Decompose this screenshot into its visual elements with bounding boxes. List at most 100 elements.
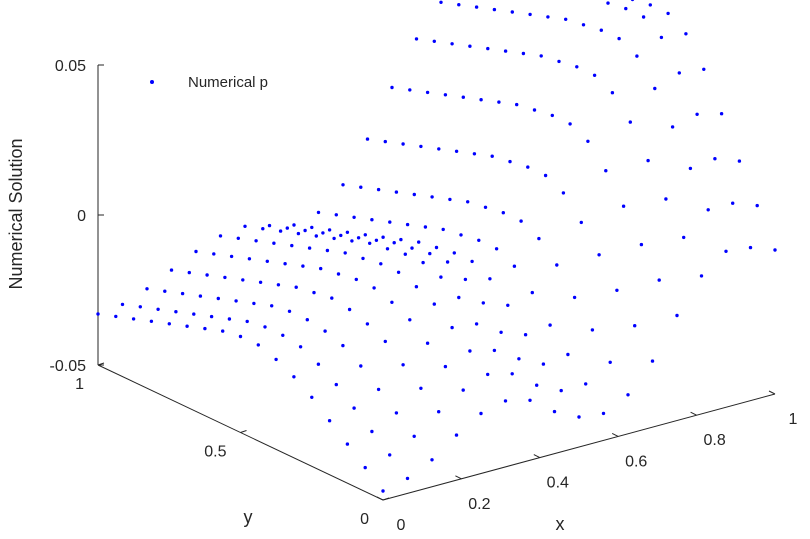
data-point — [405, 222, 410, 227]
data-point — [523, 333, 528, 337]
y-tick-label: 0 — [360, 511, 369, 528]
data-point — [292, 223, 296, 227]
data-point — [145, 287, 149, 291]
data-point — [528, 398, 532, 402]
data-point — [557, 59, 561, 64]
data-point — [492, 348, 497, 353]
data-point — [383, 139, 387, 144]
data-point — [390, 85, 394, 90]
data-point — [290, 243, 294, 248]
x-tick-label: 0.8 — [703, 432, 725, 449]
data-point — [394, 411, 399, 415]
data-point — [688, 166, 693, 171]
data-point — [336, 272, 341, 276]
x-tick-label: 1 — [789, 411, 798, 428]
data-point — [630, 0, 635, 2]
data-point — [390, 300, 394, 304]
data-point — [368, 241, 372, 245]
data-point — [748, 245, 753, 250]
data-point — [365, 137, 370, 141]
data-point — [675, 313, 679, 318]
z-tick-label: 0.05 — [55, 58, 86, 75]
data-point — [394, 190, 399, 194]
data-point — [486, 46, 490, 51]
data-point — [724, 249, 728, 253]
data-point — [205, 273, 209, 277]
data-point — [434, 245, 439, 250]
data-point — [437, 147, 441, 151]
x-tick-mark — [455, 475, 462, 480]
data-point — [298, 345, 303, 349]
data-point — [354, 277, 358, 282]
data-point — [519, 219, 523, 223]
data-point — [659, 35, 664, 40]
data-point — [572, 295, 577, 300]
data-point — [515, 102, 519, 107]
data-point — [185, 324, 189, 328]
data-point — [401, 363, 405, 367]
data-point — [737, 159, 742, 163]
data-point — [345, 230, 350, 234]
x-axis-line — [382, 393, 776, 501]
data-point — [626, 393, 630, 397]
data-point — [532, 108, 537, 112]
data-point — [581, 23, 586, 27]
data-point — [294, 285, 298, 289]
x-tick-label: 0 — [397, 517, 406, 534]
data-point — [261, 227, 265, 231]
data-point — [421, 260, 425, 265]
data-point — [628, 120, 632, 124]
data-point — [543, 173, 548, 178]
legend-entry-numerical-p: Numerical p — [188, 74, 268, 91]
data-point — [169, 268, 174, 272]
data-point — [316, 362, 321, 366]
data-point — [450, 325, 454, 330]
data-point — [410, 246, 414, 250]
z-tick-label: -0.05 — [50, 358, 87, 375]
data-point — [187, 270, 191, 275]
data-point — [307, 246, 312, 250]
data-point — [238, 334, 243, 339]
data-point — [414, 37, 419, 41]
data-point — [388, 453, 392, 457]
data-point — [312, 290, 316, 295]
data-point — [388, 220, 392, 224]
data-point — [486, 372, 490, 377]
data-point — [510, 10, 514, 14]
data-point — [254, 239, 258, 243]
data-point — [564, 17, 568, 21]
data-point — [633, 324, 637, 328]
data-point — [218, 234, 223, 238]
data-point — [385, 247, 390, 251]
data-point — [503, 49, 508, 53]
data-point — [212, 252, 216, 256]
data-point — [245, 319, 249, 324]
data-point — [356, 236, 361, 240]
data-point — [517, 357, 521, 361]
data-point — [301, 264, 305, 268]
data-point — [359, 364, 363, 368]
data-point — [610, 91, 615, 95]
data-point — [247, 257, 252, 261]
data-point — [590, 328, 595, 332]
data-point — [379, 262, 383, 266]
data-point — [428, 251, 432, 256]
data-point — [263, 325, 267, 329]
data-point — [321, 231, 325, 235]
data-point — [229, 254, 234, 259]
data-point — [439, 275, 443, 279]
data-point — [241, 278, 245, 282]
data-point — [192, 312, 196, 316]
y-tick-label: 1 — [75, 376, 84, 393]
data-point — [285, 226, 289, 230]
data-point — [755, 203, 759, 208]
data-point — [450, 42, 454, 46]
data-point — [457, 2, 461, 7]
data-point — [303, 228, 307, 233]
data-point — [621, 204, 626, 208]
data-point — [568, 122, 572, 126]
data-point — [461, 95, 465, 99]
data-point — [363, 233, 367, 237]
data-point — [350, 239, 354, 243]
data-point — [341, 183, 345, 187]
